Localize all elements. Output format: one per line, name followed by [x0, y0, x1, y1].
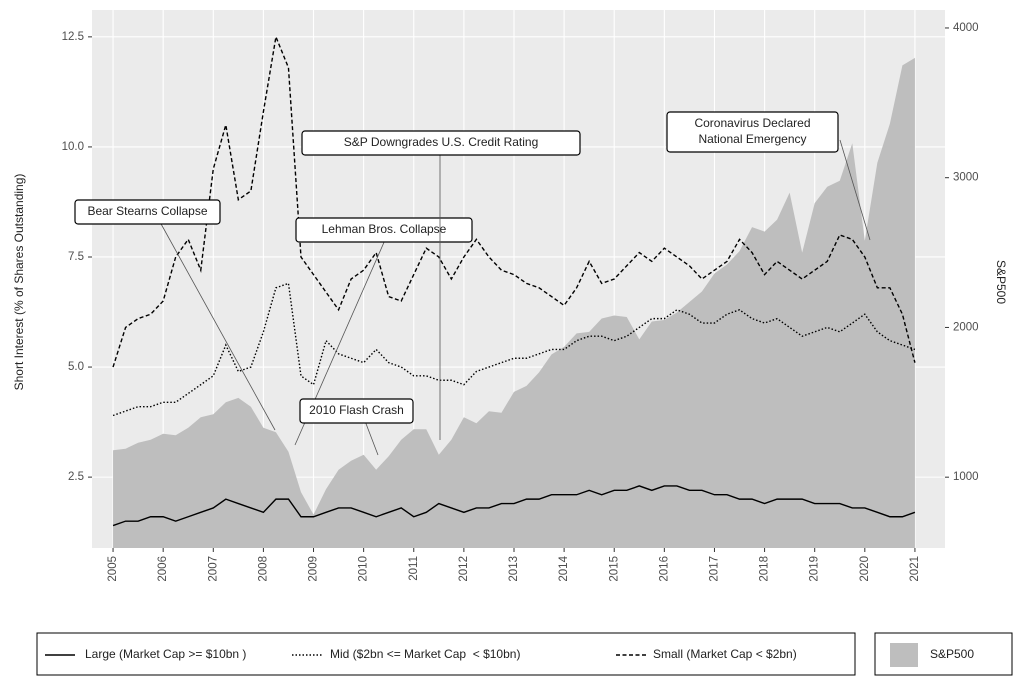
- y-axis-label: Short Interest (% of Shares Outstanding): [12, 174, 26, 391]
- x-tick-label: 2019: [809, 556, 821, 582]
- annotation-leader: [839, 139, 871, 241]
- x-tick-label: 2021: [909, 556, 921, 582]
- x-tick-label: 2010: [358, 556, 370, 582]
- annotation-box: [295, 217, 473, 243]
- y-tick-label: 2.5: [68, 471, 84, 483]
- legend-label: S&P500: [930, 647, 974, 661]
- x-tick-label: 2018: [759, 556, 771, 582]
- x-tick-label: 2015: [608, 556, 620, 582]
- annotation-text: Bear Stearns Collapse: [87, 204, 207, 218]
- x-tick-label: 2005: [107, 556, 119, 582]
- y2-tick-label: 1000: [953, 471, 979, 483]
- annotation-text: 2010 Flash Crash: [309, 403, 404, 417]
- area: [113, 57, 915, 548]
- line: [112, 282, 916, 417]
- x-tick-label: 2013: [508, 556, 520, 582]
- annotation-box: [74, 199, 221, 225]
- x-tick-label: 2017: [708, 556, 720, 582]
- annotation-box: [301, 130, 581, 156]
- x-tick-label: 2016: [658, 556, 670, 582]
- legend-swatch: [890, 643, 918, 667]
- x-tick-label: 2007: [207, 556, 219, 582]
- annotation-leader: [364, 420, 379, 456]
- line: [112, 34, 916, 368]
- annotation-box: [299, 398, 414, 424]
- legend-label: Large (Market Cap >= $10bn ): [85, 647, 246, 661]
- x-tick-label: 2008: [257, 556, 269, 582]
- y-tick-label: 7.5: [68, 251, 84, 263]
- legend-label: Small (Market Cap < $2bn): [653, 647, 797, 661]
- annotation-box: [666, 111, 839, 153]
- x-tick-label: 2014: [558, 555, 570, 581]
- x-tick-label: 2009: [308, 556, 320, 582]
- y2-axis-label: S&P500: [994, 260, 1008, 304]
- y-tick-label: 10.0: [62, 141, 84, 153]
- x-tick-label: 2012: [458, 556, 470, 582]
- annotation-text: National Emergency: [698, 132, 806, 146]
- y-tick-label: 5.0: [68, 361, 84, 373]
- annotation-text: Coronavirus Declared: [694, 116, 810, 130]
- legend-box: [36, 632, 856, 676]
- legend-label: Mid ($2bn <= Market Cap < $10bn): [330, 647, 520, 661]
- y-tick-label: 12.5: [62, 31, 84, 43]
- x-tick-label: 2006: [157, 556, 169, 582]
- annotation-leader: [159, 221, 276, 431]
- x-tick-label: 2020: [859, 556, 871, 582]
- y2-tick-label: 3000: [953, 172, 979, 184]
- y2-tick-label: 2000: [953, 321, 979, 333]
- y2-tick-label: 4000: [953, 22, 979, 34]
- annotation-text: S&P Downgrades U.S. Credit Rating: [344, 135, 539, 149]
- line: [112, 485, 916, 527]
- x-tick-label: 2011: [408, 556, 420, 581]
- annotation-text: Lehman Bros. Collapse: [322, 222, 447, 236]
